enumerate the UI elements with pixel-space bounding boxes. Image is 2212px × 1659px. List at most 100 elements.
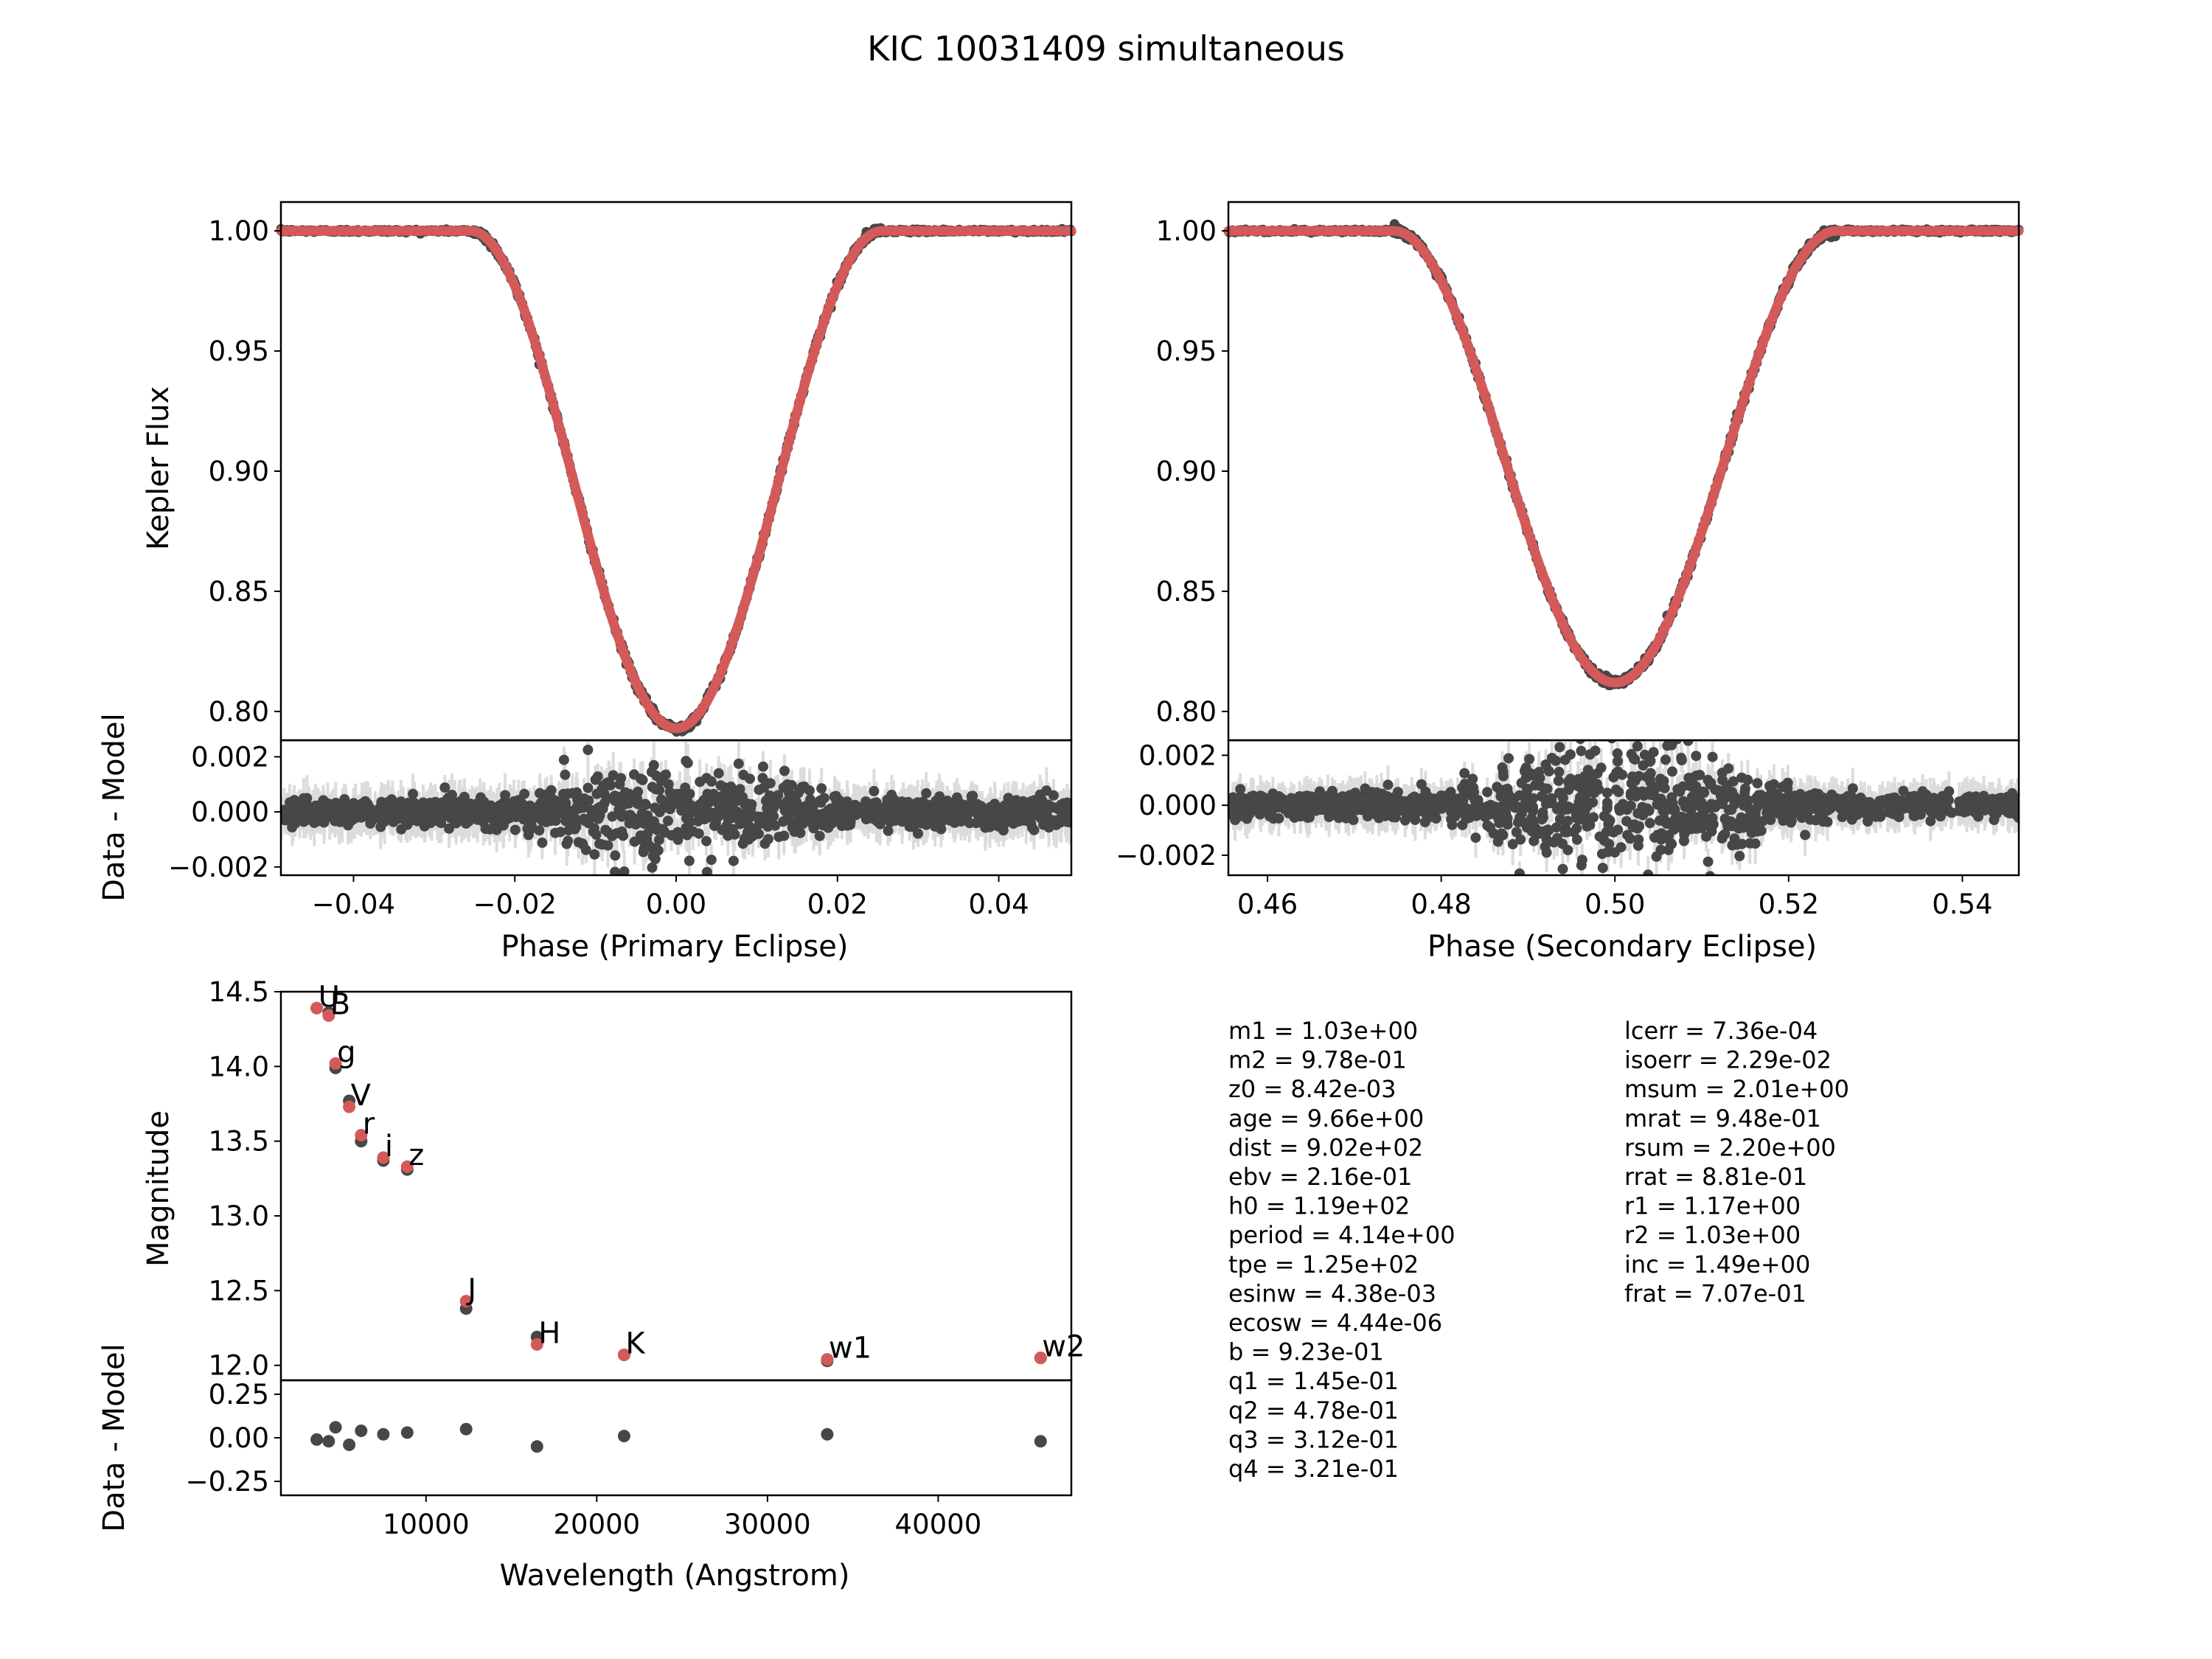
residual-point [1029, 824, 1040, 835]
residual-point [578, 802, 589, 813]
residual-point [1009, 807, 1020, 818]
residual-point [913, 828, 923, 839]
residual-point [461, 816, 472, 827]
residual-point [701, 773, 712, 784]
residual-point [529, 803, 540, 814]
residual-point [930, 821, 941, 832]
residual-point [654, 807, 665, 818]
residual-point [589, 849, 600, 860]
primary-eclipse-residuals: −0.002 0.000 0.002 −0.04 −0.02 0.00 0.02 0.04 [168, 739, 1073, 920]
residual-point [534, 825, 545, 836]
residual-point [389, 808, 400, 819]
residual-point [405, 815, 416, 826]
residual-point [666, 830, 677, 841]
residual-point [648, 759, 659, 771]
residual-point [619, 799, 630, 810]
residual-ytick-label: −0.002 [168, 852, 269, 883]
residual-point [561, 838, 572, 849]
residual-point [500, 790, 511, 801]
residual-point [1038, 819, 1049, 830]
residual-point [906, 810, 917, 821]
residual-point [779, 765, 790, 776]
residual-point [461, 804, 472, 815]
residual-point [610, 866, 620, 875]
residual-point [999, 801, 1010, 812]
residual-point [556, 799, 567, 810]
residual-point [703, 812, 714, 823]
model-line [1223, 226, 2024, 688]
residual-point [569, 824, 580, 835]
residual-point [959, 806, 970, 817]
residual-point [801, 800, 812, 811]
secondary-eclipse-lightcurve: 0.80 0.85 0.90 0.95 1.00 [1156, 201, 2024, 742]
residual-point [386, 794, 397, 805]
residual-point [523, 830, 534, 841]
residual-point [973, 804, 984, 815]
residual-point [709, 788, 719, 799]
residual-point [764, 790, 775, 801]
residual-point [582, 745, 594, 755]
residual-point [821, 815, 832, 827]
phase-xtick-label: 0.00 [646, 888, 706, 920]
residual-point [799, 781, 810, 792]
phase-xtick-label: 0.02 [807, 888, 868, 920]
flux-ytick-label: 0.90 [209, 456, 269, 487]
residual-point [558, 788, 569, 799]
flux-ytick-label: 0.90 [1156, 456, 1217, 487]
residual-point [815, 797, 827, 808]
residual-point [681, 756, 692, 767]
residual-point [845, 816, 856, 827]
residual-point [1054, 804, 1065, 815]
primary-ylabel: Kepler Flux [142, 386, 175, 550]
flux-ytick-label: 1.00 [1156, 215, 1217, 247]
residual-point [361, 809, 372, 820]
residual-point [281, 809, 288, 820]
residual-point [611, 828, 622, 839]
residual-point [768, 803, 779, 813]
residual-point [647, 842, 657, 853]
residual-point [841, 804, 852, 815]
residual-point [757, 773, 768, 784]
residual-point [517, 799, 528, 809]
residual-point [683, 811, 694, 822]
residual-point [951, 792, 962, 803]
residual-point [567, 787, 578, 799]
residual-point [695, 805, 706, 816]
residual-point [717, 824, 728, 835]
residual-point [648, 816, 659, 827]
residual-point [814, 830, 825, 841]
residual-point [984, 808, 995, 818]
residual-point [594, 807, 605, 818]
residual-point [682, 796, 693, 807]
residual-point [655, 794, 667, 805]
figure-title: KIC 10031409 simultaneous [867, 29, 1345, 69]
residual-point [335, 816, 346, 827]
residual-point [365, 818, 376, 829]
residual-point [931, 795, 942, 806]
phase-xtick-label: −0.02 [473, 888, 557, 920]
residual-point [499, 811, 510, 822]
residual-point [1034, 796, 1046, 807]
primary-residual-ylabel: Data - Model [97, 713, 131, 901]
flux-ytick-label: 0.80 [1156, 696, 1217, 728]
residual-point [653, 835, 664, 846]
residual-point [701, 835, 712, 846]
residual-point [1041, 785, 1052, 796]
residual-point [758, 761, 768, 772]
residual-point [927, 807, 938, 818]
residual-point [795, 827, 806, 838]
residual-point [636, 835, 647, 845]
residual-point [558, 754, 569, 765]
residual-point [693, 828, 704, 839]
residual-point [1001, 814, 1012, 825]
residual-point [596, 785, 607, 796]
residual-point [530, 811, 541, 822]
residual-point [583, 818, 594, 829]
residual-ytick-label: 0.000 [191, 796, 269, 828]
residual-point [885, 816, 896, 827]
residual-point [579, 793, 590, 804]
residual-point [479, 803, 490, 814]
residual-point [641, 799, 651, 810]
residual-point [315, 799, 326, 810]
